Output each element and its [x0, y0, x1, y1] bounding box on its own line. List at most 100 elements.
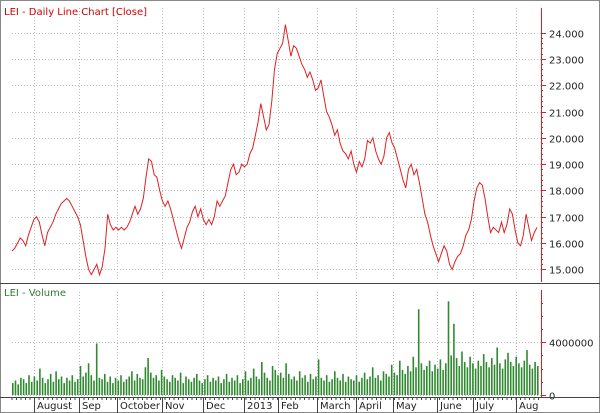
- volume-bar: [63, 383, 65, 395]
- volume-bar: [201, 383, 203, 395]
- volume-bar: [350, 379, 352, 395]
- volume-bar: [423, 369, 425, 395]
- volume-bar: [104, 373, 106, 395]
- volume-bar: [320, 377, 323, 395]
- volume-bar: [307, 381, 309, 395]
- price-tick-label: 17.000: [549, 214, 584, 225]
- volume-bar: [166, 379, 168, 395]
- volume-bar: [369, 376, 371, 395]
- volume-bar: [390, 364, 393, 395]
- volume-bar: [328, 381, 331, 395]
- volume-bar: [396, 375, 398, 395]
- price-panel: 15.000 16.000 17.000 18.000 19.000 20.000 21.0…: [4, 7, 584, 282]
- price-tick-label: 19.000: [549, 161, 584, 172]
- volume-bar: [68, 380, 71, 395]
- volume-bar: [147, 358, 149, 395]
- volume-bar: [409, 371, 412, 396]
- volume-bar: [109, 376, 111, 395]
- volume-bar: [339, 380, 341, 395]
- volume-bar: [296, 380, 298, 395]
- volume-bar: [212, 377, 214, 395]
- volume-bar: [87, 363, 90, 395]
- price-tick-label: 15.000: [549, 266, 584, 277]
- volume-bar: [136, 373, 139, 395]
- volume-bar: [174, 377, 176, 395]
- volume-bar: [380, 380, 382, 395]
- volume-bar: [263, 372, 266, 395]
- volume-bar: [499, 363, 501, 395]
- volume-bar: [377, 375, 379, 395]
- volume-bar: [58, 379, 60, 395]
- volume-bar: [382, 371, 385, 396]
- volume-bar: [160, 369, 163, 395]
- volume-bar: [431, 371, 434, 396]
- volume-bar: [25, 383, 28, 395]
- volume-bar: [236, 375, 239, 395]
- volume-bar: [128, 376, 130, 395]
- volume-bar: [242, 379, 244, 395]
- volume-chart-title: LEI - Volume: [4, 288, 66, 299]
- volume-bar: [220, 383, 222, 395]
- price-tick-label: 16.000: [549, 240, 584, 251]
- volume-bar: [106, 381, 109, 395]
- volume-bar: [169, 381, 171, 395]
- volume-bar: [123, 381, 125, 395]
- volume-bar: [417, 309, 420, 395]
- x-month-label: Sep: [82, 401, 101, 412]
- volume-bar: [158, 380, 160, 395]
- volume-bar: [342, 373, 344, 395]
- volume-bar: [244, 371, 247, 396]
- volume-bar: [466, 367, 469, 395]
- volume-bar: [60, 376, 63, 395]
- volume-bar: [385, 373, 388, 395]
- price-line-series: [11, 24, 538, 277]
- volume-bar: [12, 383, 14, 395]
- volume-bar: [271, 366, 274, 395]
- volume-bar: [255, 376, 258, 395]
- volume-bar: [317, 359, 320, 395]
- volume-bar: [537, 366, 539, 395]
- volume-bar: [144, 367, 147, 395]
- volume-bar: [293, 376, 295, 395]
- volume-bar: [163, 376, 166, 395]
- x-month-label: August: [37, 401, 72, 412]
- volume-bar: [101, 379, 103, 395]
- volume-bar: [193, 377, 195, 395]
- volume-tick-label: 4000000: [549, 339, 594, 350]
- volume-bar: [36, 380, 38, 395]
- volume-bar: [485, 362, 488, 395]
- volume-bar: [374, 377, 377, 395]
- volume-bar: [518, 363, 520, 395]
- volume-bar: [371, 367, 374, 395]
- volume-bar: [482, 354, 485, 395]
- volume-bar: [93, 380, 95, 395]
- volume-bar: [361, 377, 363, 395]
- volume-bar: [493, 364, 496, 395]
- volume-bar: [526, 350, 528, 395]
- volume-bar: [512, 366, 515, 395]
- volume-bar: [95, 343, 98, 395]
- volume-bar: [323, 380, 325, 395]
- volume-bar: [469, 356, 471, 395]
- volume-bar: [445, 363, 447, 395]
- volume-bar: [125, 379, 128, 395]
- volume-bar: [152, 377, 155, 395]
- volume-bar: [393, 372, 396, 395]
- volume-bar: [315, 376, 317, 395]
- volume-bar: [415, 367, 417, 395]
- price-line: [11, 24, 538, 277]
- volume-bar: [420, 363, 423, 395]
- volume-bar: [450, 355, 452, 395]
- x-month-label: Feb: [281, 401, 299, 412]
- volume-bar: [501, 368, 504, 395]
- volume-bar: [141, 379, 144, 395]
- volume-bar: [309, 373, 312, 395]
- volume-bar: [33, 376, 36, 395]
- volume-bar: [231, 377, 233, 395]
- x-month-label: July: [475, 401, 494, 412]
- volume-bar: [458, 366, 461, 395]
- volume-bar: [198, 380, 201, 395]
- volume-bar: [491, 358, 493, 395]
- volume-bar: [228, 381, 231, 395]
- volume-bar: [463, 362, 466, 395]
